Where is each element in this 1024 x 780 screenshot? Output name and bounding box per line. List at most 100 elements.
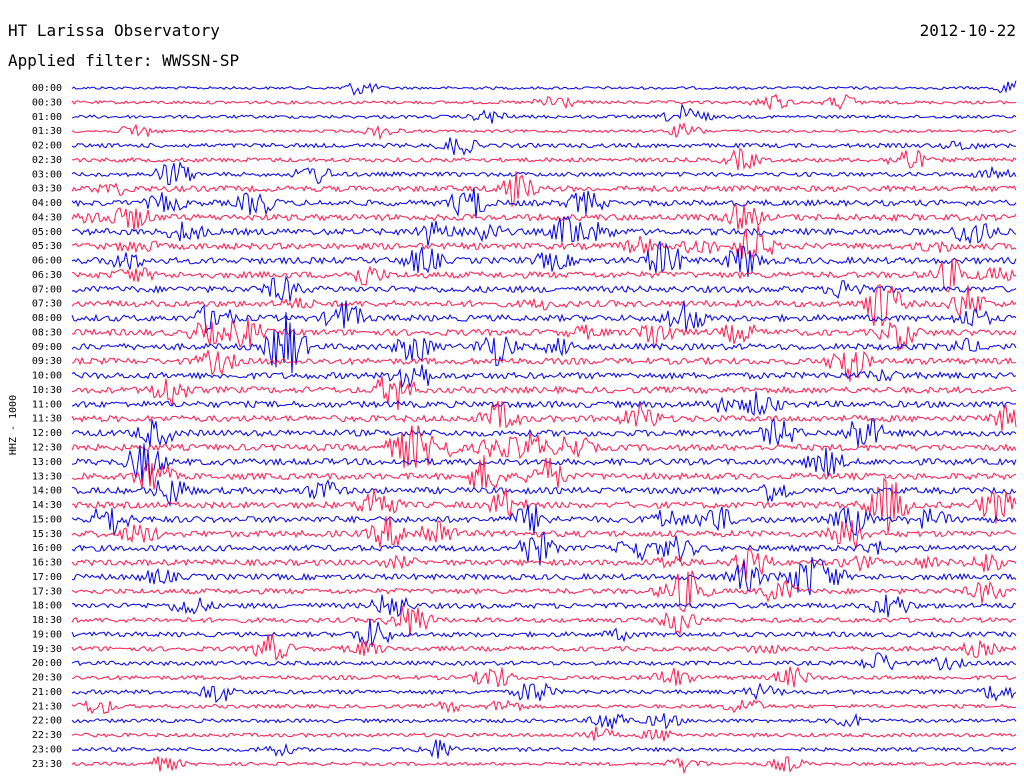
trace-row [71, 257, 1017, 293]
row-time-label: 00:30 [32, 97, 62, 108]
trace-row [71, 455, 1017, 490]
row-time-label: 22:30 [32, 730, 62, 741]
row-time-label: 14:30 [32, 500, 62, 511]
row-time-label: 12:30 [32, 443, 62, 454]
row-time-label: 16:30 [32, 558, 62, 569]
row-time-label: 05:00 [32, 227, 62, 238]
trace-row [71, 364, 1017, 389]
station-title: HT Larissa Observatory [8, 21, 220, 40]
trace-row [71, 391, 1017, 417]
trace-row [71, 312, 1017, 374]
row-time-label: 13:00 [32, 457, 62, 468]
row-time-label: 18:00 [32, 601, 62, 612]
row-time-label: 15:00 [32, 514, 62, 525]
row-time-label: 21:30 [32, 701, 62, 712]
row-time-label: 07:30 [32, 299, 62, 310]
trace-row [71, 225, 1017, 260]
row-time-label: 02:00 [32, 141, 62, 152]
row-time-label: 23:30 [32, 759, 62, 770]
row-time-label: 11:30 [32, 414, 62, 425]
trace-row [71, 739, 1017, 759]
trace-row [71, 317, 1017, 352]
row-time-label: 08:30 [32, 328, 62, 339]
trace-row [71, 666, 1017, 688]
row-time-label: 06:30 [32, 270, 62, 281]
seismogram-traces [71, 80, 1017, 775]
row-time-label: 04:00 [32, 198, 62, 209]
row-time-label: 03:30 [32, 184, 62, 195]
row-time-label: 13:30 [32, 471, 62, 482]
trace-row [71, 350, 1017, 382]
trace-row [71, 137, 1017, 156]
row-time-label: 10:30 [32, 385, 62, 396]
row-time-label: 16:00 [32, 543, 62, 554]
row-time-label: 03:00 [32, 169, 62, 180]
trace-row [71, 417, 1017, 448]
trace-row [71, 570, 1017, 613]
trace-row [71, 477, 1017, 534]
row-time-label: 17:00 [32, 572, 62, 583]
trace-row [71, 425, 1017, 469]
trace-row [71, 160, 1017, 186]
row-time-label: 04:30 [32, 212, 62, 223]
plot-date: 2012-10-22 [920, 21, 1016, 40]
trace-row [71, 557, 1017, 596]
trace-row [71, 618, 1017, 648]
trace-row [71, 103, 1017, 124]
trace-row [71, 605, 1017, 637]
row-time-label: 12:00 [32, 428, 62, 439]
row-time-label: 02:30 [32, 155, 62, 166]
row-time-label: 07:00 [32, 284, 62, 295]
trace-row [71, 93, 1017, 111]
trace-row [71, 712, 1017, 730]
row-time-label: 17:30 [32, 586, 62, 597]
row-time-label: 21:00 [32, 687, 62, 698]
trace-row [71, 699, 1017, 715]
row-time-label: 19:30 [32, 644, 62, 655]
channel-axis-label: HHZ - 1000 [8, 395, 19, 455]
row-time-label: 14:00 [32, 486, 62, 497]
trace-row [71, 594, 1017, 618]
trace-row [71, 548, 1017, 580]
trace-row [71, 652, 1017, 671]
trace-row [71, 241, 1017, 277]
trace-row [71, 400, 1017, 431]
trace-row [71, 633, 1017, 662]
row-time-label: 19:00 [32, 629, 62, 640]
row-time-label: 06:00 [32, 256, 62, 267]
trace-row [71, 283, 1017, 327]
row-time-label: 23:00 [32, 745, 62, 756]
row-time-label: 20:00 [32, 658, 62, 669]
row-time-label: 00:00 [32, 83, 62, 94]
trace-row [71, 171, 1017, 208]
trace-row [71, 504, 1017, 536]
trace-row [71, 516, 1017, 549]
row-time-label: 20:30 [32, 673, 62, 684]
trace-row [71, 375, 1017, 411]
trace-row [71, 682, 1017, 704]
row-time-label: 08:00 [32, 313, 62, 324]
trace-row [71, 80, 1017, 96]
time-labels: 00:00 00:30 01:00 01:30 02:00 02:30 03:00 03:30… [32, 83, 62, 770]
trace-row [71, 531, 1017, 566]
row-time-label: 09:00 [32, 342, 62, 353]
trace-row [72, 479, 1017, 508]
trace-row [71, 300, 1017, 334]
trace-row [71, 275, 1017, 302]
row-time-label: 01:30 [32, 126, 62, 137]
row-time-label: 22:00 [32, 716, 62, 727]
row-time-label: 10:00 [32, 371, 62, 382]
trace-row [71, 187, 1017, 219]
row-time-label: 09:30 [32, 356, 62, 367]
row-time-label: 05:30 [32, 241, 62, 252]
trace-row [71, 121, 1017, 141]
trace-row [71, 147, 1017, 171]
trace-row [71, 215, 1017, 246]
row-time-label: 18:30 [32, 615, 62, 626]
row-time-label: 01:00 [32, 112, 62, 123]
row-time-label: 11:00 [32, 399, 62, 410]
trace-row [71, 203, 1017, 231]
row-time-label: 15:30 [32, 529, 62, 540]
filter-label: Applied filter: WWSSN-SP [8, 51, 239, 70]
